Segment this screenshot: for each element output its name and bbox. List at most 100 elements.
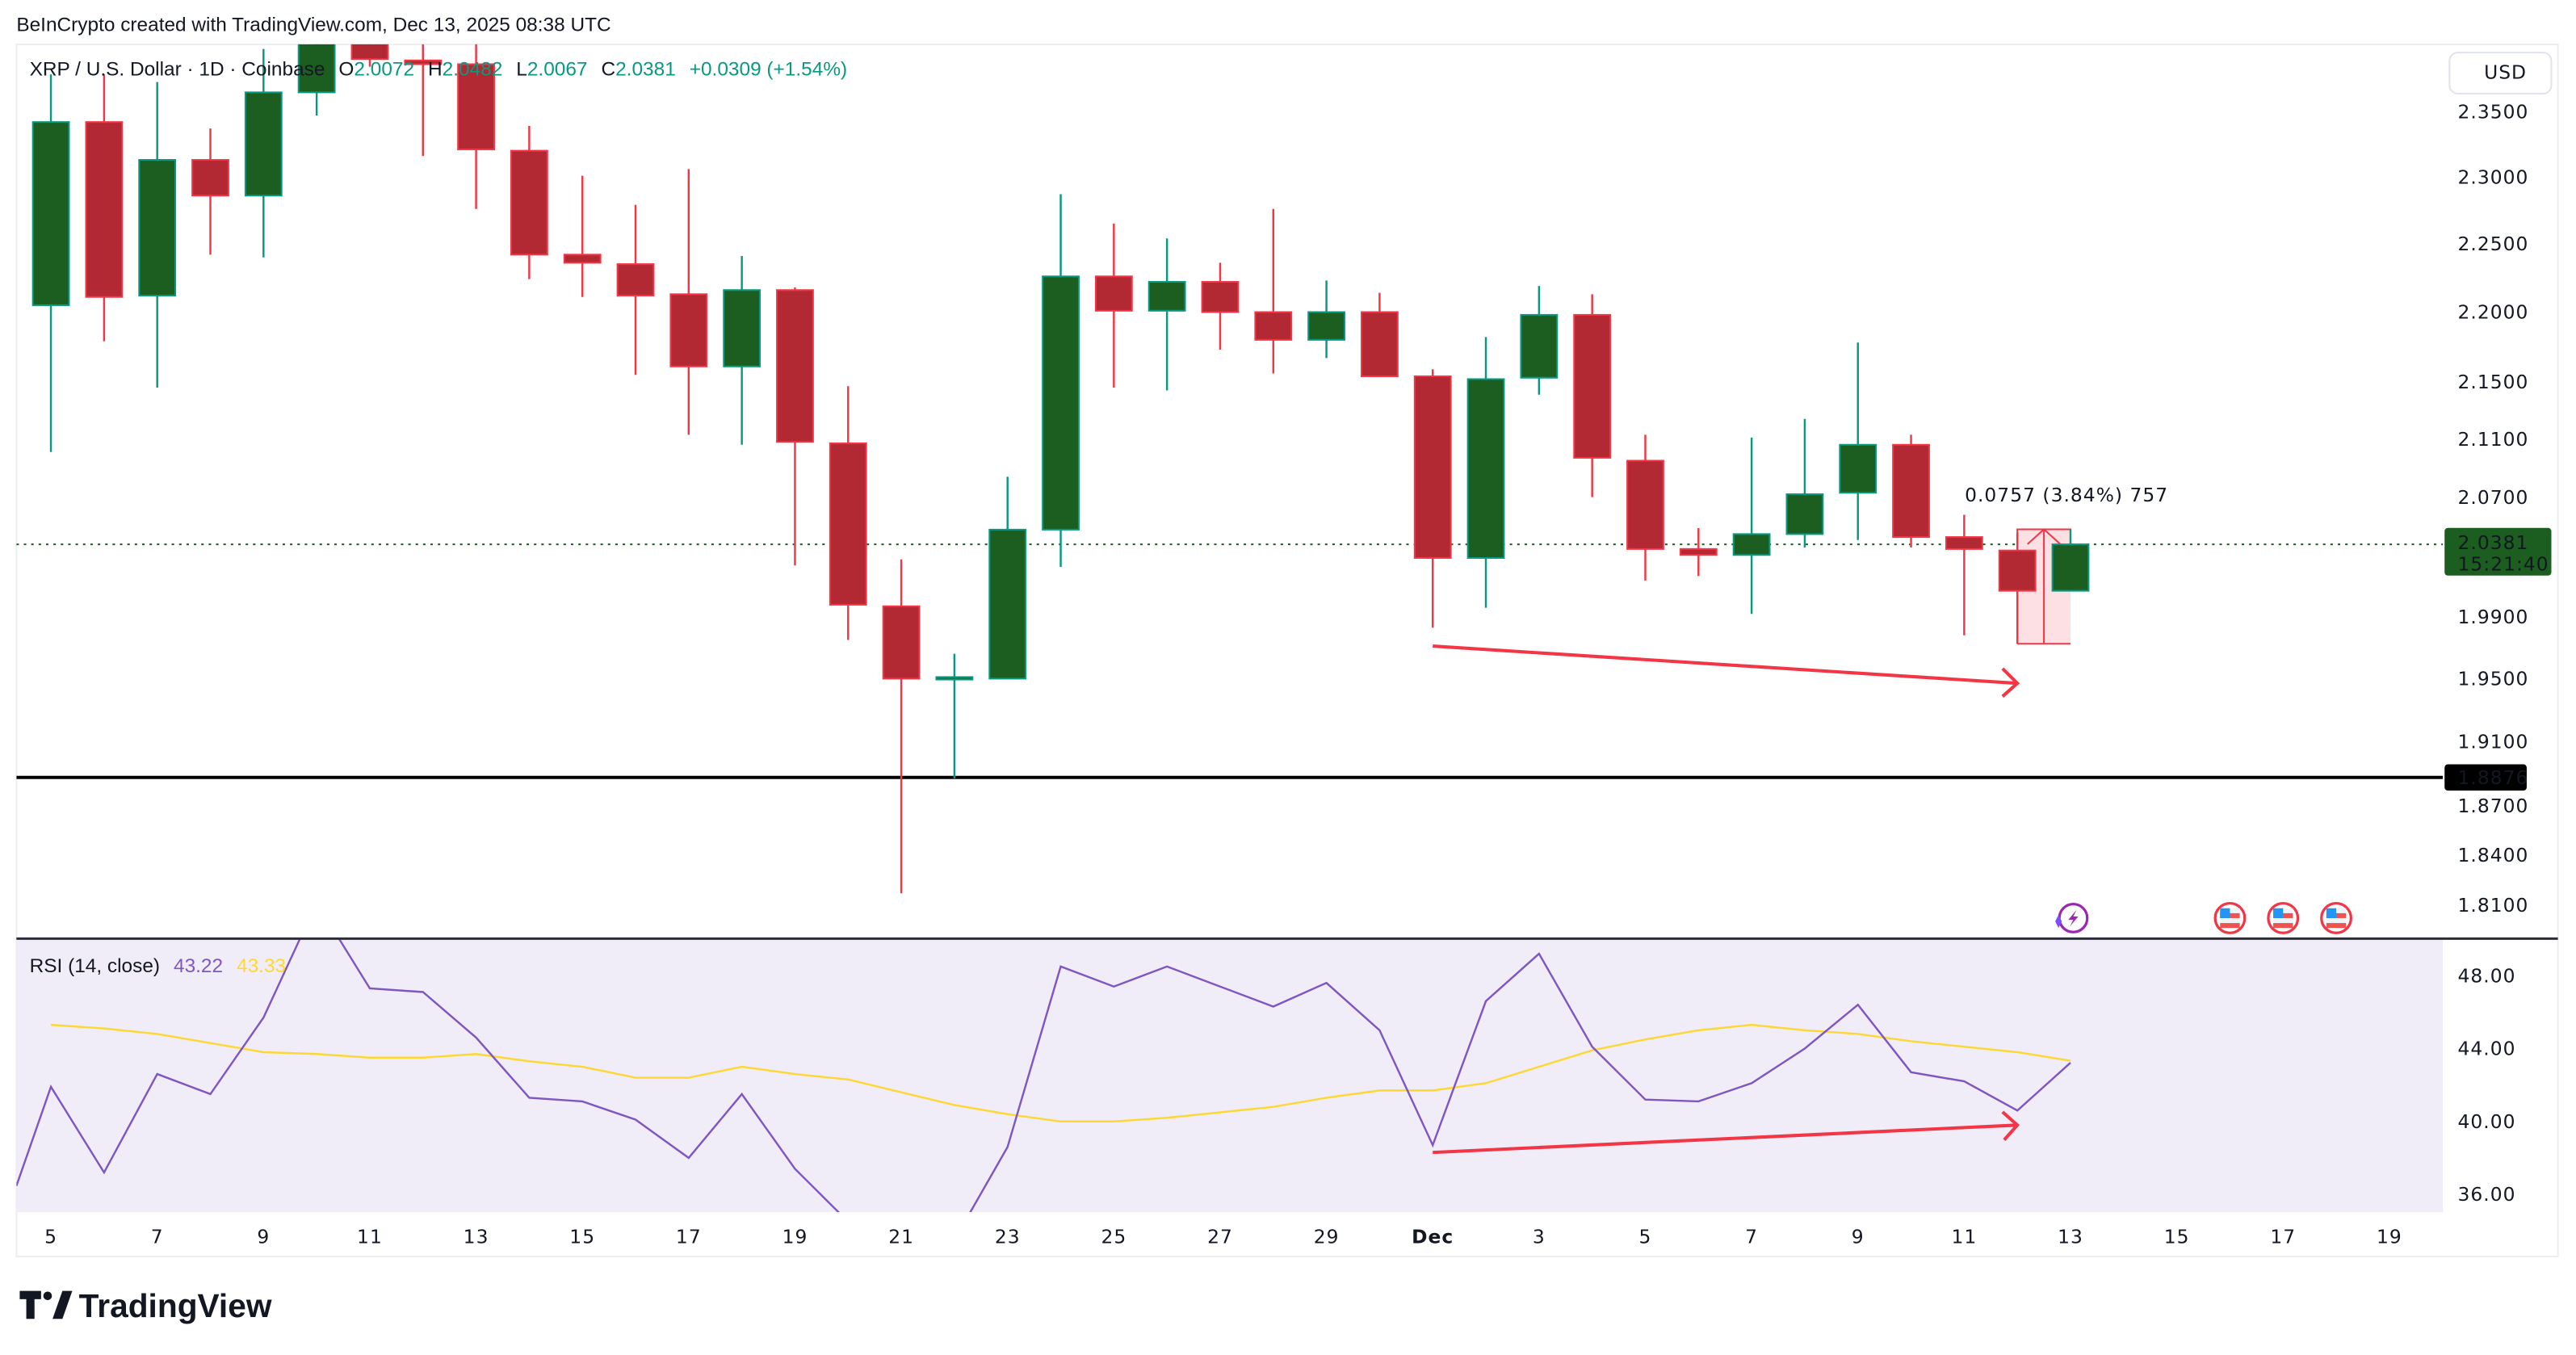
candle-body [1042,275,1080,531]
candle[interactable] [829,386,867,640]
candle[interactable] [191,128,229,255]
bar-countdown-label: 15:21:40 [2458,553,2549,576]
price-tick-label: 1.9500 [2458,668,2529,690]
time-tick-label: 23 [995,1226,1021,1248]
change-value: +0.0309 (+1.54%) [690,59,847,81]
time-tick-label: 7 [1745,1226,1758,1248]
candle[interactable] [723,256,761,445]
candle[interactable] [1147,238,1186,391]
candle-body [244,91,283,197]
currency-button[interactable] [2448,52,2553,94]
candle[interactable] [1361,292,1399,378]
time-tick-label: 3 [1533,1226,1546,1248]
candle[interactable] [1254,208,1293,374]
time-tick-label: 13 [2058,1226,2083,1248]
candle[interactable] [510,125,548,279]
level-price-label: 1.8876 [2458,766,2529,789]
flag-stripe [2220,917,2240,924]
candle[interactable] [882,559,921,894]
last-price-badge [2444,527,2552,576]
candle[interactable] [138,82,177,388]
candle[interactable] [988,476,1027,680]
flag-stripe [2220,923,2240,929]
symbol-name: XRP / U.S. Dollar · 1D · Coinbase [30,59,325,81]
candle-body [1413,375,1452,559]
candle[interactable] [457,44,495,209]
candle-body [1361,311,1399,378]
candle-body [1945,536,1983,550]
candle-body [935,676,974,681]
credit-text: BeInCrypto created with TradingView.com,… [16,15,610,36]
price-tick-label: 1.9900 [2458,606,2529,628]
candle[interactable] [1573,294,1612,497]
candle[interactable] [404,44,443,157]
candle[interactable] [1892,434,1930,547]
us-flag-event-icon[interactable] [2213,902,2247,934]
candle-body [404,59,443,65]
candle-body [510,149,548,256]
candle-body [988,528,1027,680]
candle[interactable] [1839,342,1877,540]
candle[interactable] [1732,437,1771,615]
candle[interactable] [1520,286,1559,395]
candle[interactable] [1785,418,1824,547]
close-value: 2.0381 [615,59,676,81]
candle[interactable] [2051,529,2090,592]
candle[interactable] [31,74,70,452]
time-tick-label: Dec [1412,1226,1454,1248]
candle[interactable] [1201,262,1240,350]
time-tick-label: 19 [2377,1226,2402,1248]
candle[interactable] [1945,514,1983,636]
rsi-pane[interactable] [16,903,2071,1286]
time-tick-label: 5 [1639,1226,1652,1248]
candle-body [191,159,229,197]
us-flag-event-icon[interactable] [2320,902,2353,934]
rsi-tick-label: 36.00 [2458,1183,2516,1206]
time-tick-label: 17 [2270,1226,2296,1248]
dividend-event-icon[interactable] [2055,903,2089,933]
candle[interactable] [669,169,708,435]
time-tick-label: 9 [1852,1226,1865,1248]
rsi-value: 43.22 [174,955,223,977]
open-value: 2.0072 [354,59,414,81]
price-pane[interactable]: 0.0757 (3.84%) 757 [16,10,2444,894]
candle[interactable] [85,74,124,342]
time-axis[interactable]: 5 7 9 11 13 15 17 19 21 23 25 27 29 Dec 3 5 7 9 11 13 15 17 19 [44,1226,2402,1248]
flag-canton [2273,908,2284,918]
rsi-trendline-arrow[interactable] [1433,1110,2020,1155]
candle-body [616,263,655,297]
flag-stripe [2220,912,2240,918]
candle[interactable] [776,287,814,566]
candle[interactable] [616,204,655,375]
candle[interactable] [1998,532,2037,644]
candle[interactable] [935,653,974,778]
candle[interactable] [1466,337,1505,608]
price-tick-label: 1.8400 [2458,844,2529,866]
candle[interactable] [563,175,602,297]
price-axis[interactable]: 2.3500 2.3000 2.2500 2.2000 2.1500 2.1100 2.07… [2444,100,2552,917]
time-tick-label: 29 [1314,1226,1340,1248]
candle[interactable] [1307,280,1346,359]
candle[interactable] [350,10,389,67]
time-tick-label: 27 [1207,1226,1233,1248]
candle[interactable] [1094,223,1133,388]
candle[interactable] [244,48,283,258]
time-tick-label: 21 [888,1226,914,1248]
rsi-ma-value: 43.33 [237,955,286,977]
candle[interactable] [1413,369,1452,628]
candle[interactable] [1679,528,1718,577]
low-label: L [516,59,527,81]
time-tick-label: 7 [151,1226,164,1248]
measure-arrow [2016,528,2072,645]
tradingview-logo[interactable]: TradingView [19,1287,272,1324]
level-price-badge [2444,764,2527,791]
price-trendline-arrow[interactable] [1433,644,2020,698]
close-label: C [601,59,615,81]
high-value: 2.0482 [443,59,503,81]
candle[interactable] [297,23,336,116]
candle[interactable] [1042,194,1080,568]
us-flag-event-icon[interactable] [2267,902,2300,934]
candle-body [1839,443,1877,494]
candle[interactable] [1626,434,1664,581]
